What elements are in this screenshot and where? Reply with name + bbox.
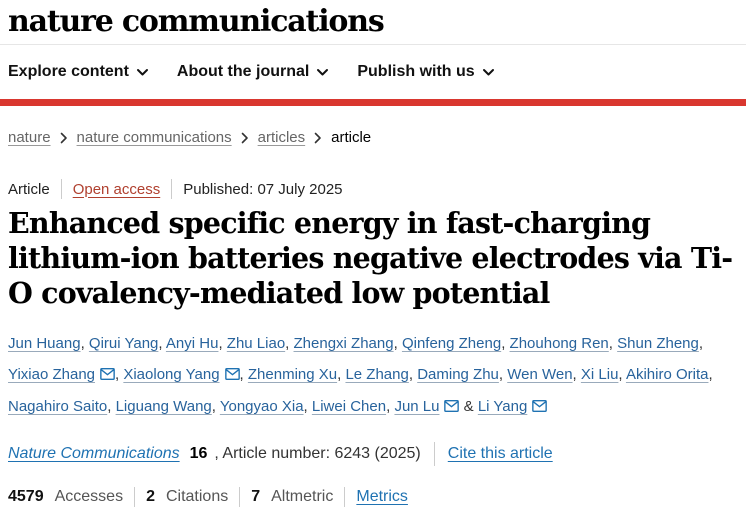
article-title: Enhanced specific energy in fast-chargin… xyxy=(8,206,733,310)
metric-value-accesses: 4579 xyxy=(8,488,44,505)
email-envelope-icon[interactable] xyxy=(532,392,548,423)
author-link-liguang-wang[interactable]: Liguang Wang xyxy=(115,398,212,415)
separator xyxy=(239,487,241,507)
email-envelope-icon[interactable] xyxy=(444,392,460,423)
email-envelope-icon[interactable] xyxy=(100,360,115,391)
author-link-zhengxi-zhang[interactable]: Zhengxi Zhang xyxy=(293,335,394,352)
open-access-link[interactable]: Open access xyxy=(72,180,161,198)
metric-value-citations: 2 xyxy=(146,488,155,505)
author-link-anyi-hu[interactable]: Anyi Hu xyxy=(165,335,219,352)
author-separator: , xyxy=(393,335,402,352)
author-separator: , xyxy=(618,366,626,383)
author-separator: , xyxy=(408,366,418,383)
nav-item-label: Publish with us xyxy=(357,63,475,80)
journal-link[interactable]: Nature Communications xyxy=(8,445,180,462)
published-date: Published: 07 July 2025 xyxy=(183,180,343,198)
nav-item-publish-with-us[interactable]: Publish with us xyxy=(357,63,494,81)
metrics-bar: 4579 Accesses 2 Citations 7 Altmetric Metrics xyxy=(8,487,738,507)
volume-number: 16 xyxy=(189,445,208,462)
author-link-zhu-liao[interactable]: Zhu Liao xyxy=(226,335,286,352)
author-separator: , xyxy=(158,335,166,352)
main-nav: Explore content About the journal Publish … xyxy=(0,45,746,99)
author-link-liwei-chen[interactable]: Liwei Chen xyxy=(311,398,387,415)
author-separator: , xyxy=(608,335,618,352)
site-header: nature communications xyxy=(0,0,746,45)
author-link-qirui-yang[interactable]: Qirui Yang xyxy=(88,335,159,352)
metric-value-altmetric: 7 xyxy=(251,488,261,505)
author-separator: , xyxy=(498,366,508,383)
brand-bar xyxy=(0,99,746,106)
author-link-li-yang[interactable]: Li Yang xyxy=(477,398,528,415)
author-link-yongyao-xia[interactable]: Yongyao Xia xyxy=(219,398,304,415)
author-link-nagahiro-saito[interactable]: Nagahiro Saito xyxy=(8,398,108,415)
author-link-wen-wen[interactable]: Wen Wen xyxy=(507,366,573,383)
separator xyxy=(60,179,62,199)
author-separator: , xyxy=(107,398,116,415)
journal-logo[interactable]: nature communications xyxy=(8,4,385,39)
chevron-down-icon xyxy=(482,68,495,77)
article-meta: Article Open access Published: 07 July 2… xyxy=(8,179,738,199)
chevron-down-icon xyxy=(136,68,149,77)
metric-label-altmetric: Altmetric xyxy=(271,488,334,505)
breadcrumb-item-article: article xyxy=(331,129,372,146)
author-link-jun-lu[interactable]: Jun Lu xyxy=(394,398,440,415)
chevron-right-icon xyxy=(241,132,249,144)
metric-label-citations: Citations xyxy=(165,488,229,505)
author-separator: , xyxy=(337,366,346,383)
separator xyxy=(171,179,173,199)
author-separator: , xyxy=(211,398,220,415)
author-separator: , xyxy=(708,366,713,383)
author-separator: & xyxy=(459,398,478,415)
author-link-xiaolong-yang[interactable]: Xiaolong Yang xyxy=(123,366,220,383)
nav-item-explore-content[interactable]: Explore content xyxy=(8,63,149,81)
breadcrumb-item-nature[interactable]: nature xyxy=(8,129,51,146)
author-link-daming-zhu[interactable]: Daming Zhu xyxy=(417,366,499,383)
email-envelope-icon[interactable] xyxy=(224,360,240,391)
author-link-yixiao-zhang[interactable]: Yixiao Zhang xyxy=(8,366,95,383)
author-separator: , xyxy=(80,335,89,352)
breadcrumb-item-nature-communications[interactable]: nature communications xyxy=(76,129,232,146)
article-header-region: nature nature communications articles artic… xyxy=(0,129,746,507)
author-separator: , xyxy=(501,335,510,352)
author-separator: , xyxy=(218,335,227,352)
chevron-right-icon xyxy=(314,132,322,144)
breadcrumb-item-articles[interactable]: articles xyxy=(257,129,306,146)
author-link-le-zhang[interactable]: Le Zhang xyxy=(345,366,409,383)
author-link-xi-liu[interactable]: Xi Liu xyxy=(580,366,619,383)
separator xyxy=(134,487,136,507)
metrics-link[interactable]: Metrics xyxy=(356,488,408,505)
chevron-down-icon xyxy=(316,68,329,77)
author-link-shun-zheng[interactable]: Shun Zheng xyxy=(617,335,699,352)
separator xyxy=(344,487,346,507)
citation-line: Nature Communications 16 , Article numbe… xyxy=(8,442,738,466)
author-list: Jun Huang, Qirui Yang, Anyi Hu, Zhu Liao… xyxy=(8,328,738,423)
nav-item-about-the-journal[interactable]: About the journal xyxy=(177,63,329,81)
author-separator: , xyxy=(572,366,581,383)
separator xyxy=(433,442,435,466)
author-separator: , xyxy=(285,335,294,352)
cite-this-article-link[interactable]: Cite this article xyxy=(447,445,553,462)
chevron-right-icon xyxy=(60,132,68,144)
article-number: , Article number: 6243 (2025) xyxy=(214,445,421,462)
author-link-qinfeng-zheng[interactable]: Qinfeng Zheng xyxy=(401,335,502,352)
author-separator: , xyxy=(303,398,312,415)
article-type-label: Article xyxy=(8,180,50,198)
author-link-jun-huang[interactable]: Jun Huang xyxy=(8,335,81,352)
author-separator: , xyxy=(386,398,395,415)
metric-label-accesses: Accesses xyxy=(54,488,124,505)
author-link-akihiro-orita[interactable]: Akihiro Orita xyxy=(625,366,709,383)
author-separator: , xyxy=(698,335,704,352)
breadcrumb: nature nature communications articles artic… xyxy=(8,129,738,146)
nav-item-label: Explore content xyxy=(8,63,129,80)
author-link-zhenming-xu[interactable]: Zhenming Xu xyxy=(247,366,338,383)
nav-item-label: About the journal xyxy=(176,63,310,80)
author-separator: , xyxy=(115,366,124,383)
author-separator: , xyxy=(239,366,248,383)
author-link-zhouhong-ren[interactable]: Zhouhong Ren xyxy=(509,335,609,352)
